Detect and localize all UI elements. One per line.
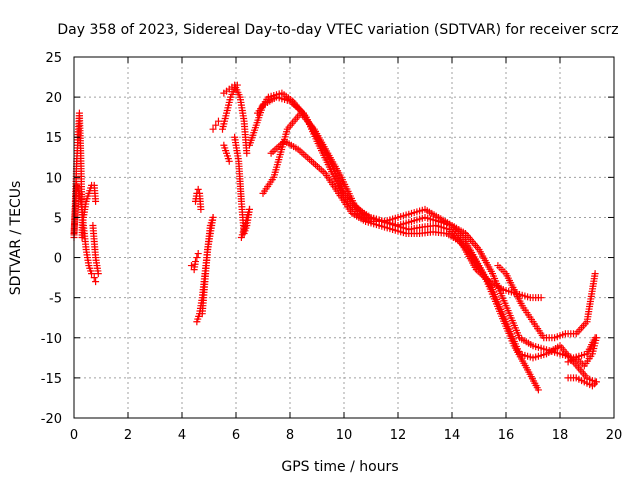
data-point (92, 278, 100, 286)
y-axis-title: SDTVAR / TECUs (8, 181, 24, 296)
y-tick-label: 10 (45, 171, 62, 186)
data-point (94, 270, 102, 278)
x-tick-label: 18 (552, 428, 569, 443)
data-point (243, 149, 251, 157)
data-point (242, 216, 250, 224)
x-tick-label: 2 (124, 428, 132, 443)
series-arc-3d (220, 141, 233, 165)
y-tick-label: 0 (54, 252, 62, 267)
data-point (591, 270, 599, 278)
series-arc-late (494, 262, 599, 342)
y-tick-label: -15 (41, 372, 62, 387)
data-point (241, 219, 249, 227)
y-tick-label: -20 (41, 412, 62, 427)
series-arc-3f (237, 205, 253, 241)
data-point (246, 205, 253, 213)
data-point (212, 121, 220, 129)
data-point (90, 274, 98, 282)
data-point (534, 386, 542, 394)
series-arc-late-3 (564, 374, 600, 390)
data-point (537, 294, 545, 302)
grid (74, 57, 614, 418)
series-arc-3e (231, 133, 253, 237)
series-arc-late-2 (564, 334, 600, 370)
series-arc-3c (220, 81, 251, 157)
x-tick-label: 6 (232, 428, 240, 443)
x-tick-label: 0 (70, 428, 78, 443)
series-arc-3a (209, 117, 222, 133)
x-tick-label: 14 (444, 428, 461, 443)
axis-ticks: 0 2 4 6 8 10 12 14 16 18 20 -20 -15 -10 -5 0 5 10 15 20 25 (41, 51, 623, 443)
series-arc-2b (192, 185, 205, 213)
data-marks (70, 81, 600, 394)
y-tick-label: -10 (41, 332, 62, 347)
data-point (241, 222, 249, 230)
x-axis-title: GPS time / hours (281, 459, 398, 475)
data-point (592, 378, 600, 386)
data-point (194, 185, 202, 193)
x-tick-label: 4 (178, 428, 186, 443)
x-tick-label: 8 (286, 428, 294, 443)
data-point (92, 197, 100, 205)
data-point (225, 157, 233, 165)
data-point (193, 254, 201, 262)
data-point (194, 250, 202, 258)
series-arc-2d (198, 213, 217, 318)
x-tick-label: 12 (390, 428, 407, 443)
y-tick-label: 5 (54, 211, 62, 226)
series-arc-3b (219, 81, 241, 133)
x-tick-label: 16 (498, 428, 515, 443)
series-arc-1c (79, 181, 100, 221)
data-point (214, 117, 222, 125)
data-point (592, 334, 600, 342)
y-tick-label: -5 (49, 292, 62, 307)
y-tick-label: 25 (45, 51, 62, 66)
data-point (209, 125, 217, 133)
data-point (240, 225, 248, 233)
data-point (88, 270, 96, 278)
data-point (197, 205, 205, 213)
x-tick-label: 20 (606, 428, 623, 443)
series-main-4 (259, 109, 545, 302)
series-arc-1d (89, 221, 102, 278)
x-tick-label: 10 (336, 428, 353, 443)
chart-title: Day 358 of 2023, Sidereal Day-to-day VTE… (57, 22, 618, 38)
y-tick-label: 20 (45, 91, 62, 106)
data-point (187, 262, 195, 270)
data-point (209, 213, 217, 221)
data-point (192, 258, 199, 266)
series-arc-2a (187, 250, 202, 274)
y-tick-label: 15 (45, 131, 62, 146)
